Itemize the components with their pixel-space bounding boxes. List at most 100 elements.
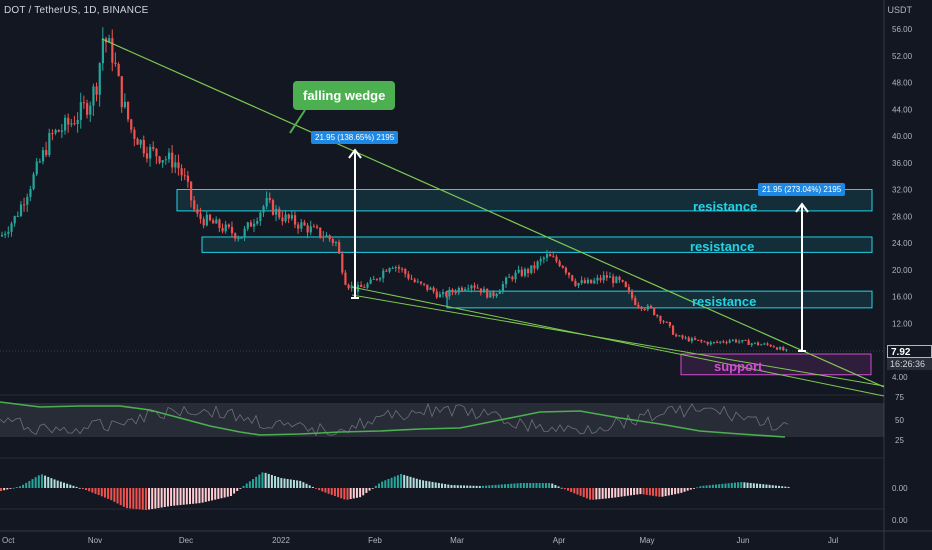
candle-body[interactable] [608,276,612,278]
candle-body[interactable] [552,256,555,258]
candle-body[interactable] [60,130,64,132]
candle-body[interactable] [271,200,275,215]
candle-body[interactable] [473,285,476,288]
candle-body[interactable] [259,212,262,221]
candle-body[interactable] [205,214,208,226]
candle-body[interactable] [712,342,716,344]
candle-body[interactable] [725,342,728,344]
candle-body[interactable] [760,344,763,346]
candle-body[interactable] [517,269,520,273]
candle-body[interactable] [545,254,549,258]
candle-body[interactable] [98,63,101,95]
candle-body[interactable] [86,103,89,115]
candle-body[interactable] [246,222,249,229]
candle-body[interactable] [284,214,287,222]
candle-body[interactable] [256,220,259,224]
candle-body[interactable] [621,279,624,282]
candle-body[interactable] [73,123,76,125]
candle-body[interactable] [79,102,82,120]
candle-body[interactable] [464,289,467,291]
candle-body[interactable] [180,168,183,176]
candle-body[interactable] [684,337,687,339]
candle-body[interactable] [435,291,438,298]
candle-body[interactable] [316,226,319,228]
candle-body[interactable] [495,293,498,297]
candle-body[interactable] [13,216,16,224]
candle-body[interactable] [744,339,747,341]
candle-body[interactable] [646,305,649,310]
candle-body[interactable] [438,294,442,298]
candle-body[interactable] [410,278,413,280]
candle-body[interactable] [155,148,158,157]
candle-body[interactable] [64,117,67,131]
candle-body[interactable] [536,261,539,269]
candle-body[interactable] [416,281,419,283]
candle-body[interactable] [602,275,605,281]
support-zone[interactable] [680,353,872,376]
candle-body[interactable] [580,280,583,284]
candle-body[interactable] [558,261,561,266]
candle-body[interactable] [309,226,312,233]
candle-body[interactable] [341,253,344,273]
candle-body[interactable] [54,130,57,134]
candle-body[interactable] [728,340,731,343]
candle-body[interactable] [262,206,265,213]
candle-body[interactable] [196,209,199,214]
candle-body[interactable] [498,291,501,294]
candle-body[interactable] [467,288,470,290]
candle-body[interactable] [297,224,300,229]
candle-body[interactable] [514,272,517,280]
candle-body[interactable] [114,62,117,65]
candle-body[interactable] [568,272,571,276]
candle-body[interactable] [643,309,646,311]
wedge-lower-trendline-2[interactable] [351,286,885,397]
candle-body[interactable] [555,256,558,262]
candle-body[interactable] [460,287,464,291]
candle-body[interactable] [775,347,779,350]
candle-body[interactable] [177,162,180,169]
candle-body[interactable] [596,277,599,281]
candle-body[interactable] [101,38,104,64]
candle-body[interactable] [681,335,684,339]
candle-body[interactable] [325,235,328,237]
candle-body[interactable] [583,280,586,284]
candle-body[interactable] [612,276,615,284]
candle-body[interactable] [508,276,511,278]
candle-body[interactable] [152,146,155,149]
candle-body[interactable] [659,316,662,322]
candle-body[interactable] [249,222,253,227]
candle-body[interactable] [785,349,788,351]
measure-label-left[interactable]: 21.95 (138.65%) 2195 [311,131,399,144]
candle-body[interactable] [7,231,10,234]
candle-body[interactable] [379,278,382,280]
candle-body[interactable] [448,289,451,297]
candle-body[interactable] [605,275,608,278]
candle-body[interactable] [634,298,637,305]
candle-body[interactable] [649,305,653,309]
candle-body[interactable] [331,239,334,244]
candle-body[interactable] [637,304,640,307]
candle-body[interactable] [57,130,60,132]
candle-body[interactable] [190,181,193,201]
candle-body[interactable] [89,105,92,115]
candle-body[interactable] [716,342,719,344]
candle-body[interactable] [772,346,775,348]
candle-body[interactable] [16,215,19,217]
candle-body[interactable] [82,102,86,104]
candle-body[interactable] [363,286,366,288]
candle-body[interactable] [290,215,293,219]
candle-body[interactable] [76,119,79,125]
candle-body[interactable] [227,224,230,227]
candle-body[interactable] [627,287,631,291]
candle-body[interactable] [240,237,243,239]
candle-body[interactable] [133,129,136,139]
candle-body[interactable] [706,341,709,345]
candle-body[interactable] [697,339,700,341]
wedge-upper-trendline[interactable] [101,38,885,388]
candle-body[interactable] [212,220,215,224]
resistance-zone-top[interactable] [176,189,873,212]
candle-body[interactable] [482,288,486,293]
candle-body[interactable] [662,321,665,323]
